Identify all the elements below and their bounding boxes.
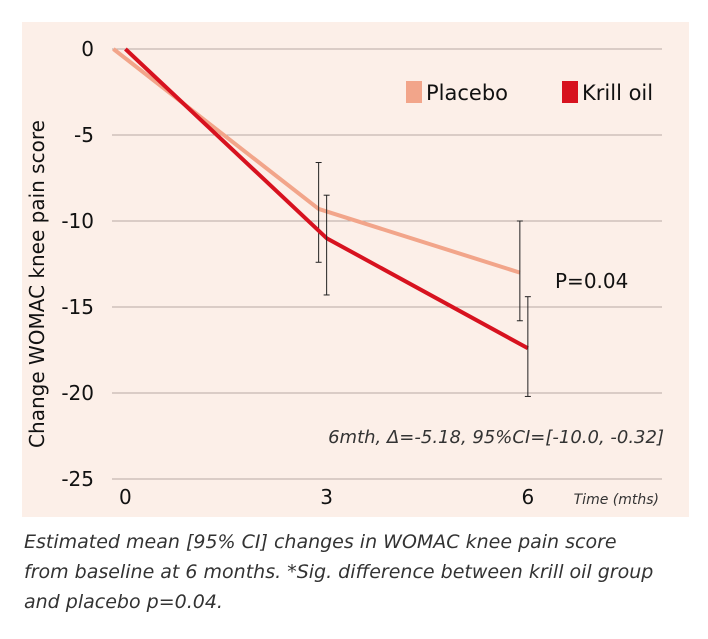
legend-swatch-placebo [406,81,422,103]
stat-annotation: 6mth, Δ=-5.18, 95%CI=[-10.0, -0.32] [328,427,664,448]
figure-caption: Estimated mean [95% CI] changes in WOMAC… [24,531,654,613]
x-tick-label: 3 [320,485,333,509]
legend-label-krill-oil: Krill oil [582,81,653,105]
y-tick-label: -10 [61,209,94,233]
x-tick-label: 0 [119,485,132,509]
x-tick-label: 6 [521,485,534,509]
legend-swatch-krill-oil [562,81,578,103]
y-axis-title: Change WOMAC knee pain score [25,120,49,448]
chart-panel: 0 -5 -10 -15 -20 -25 0 3 6 Time (mths) Change WOMA… [22,22,689,517]
womac-line-chart: 0 -5 -10 -15 -20 -25 0 3 6 Time (mths) Change WOMA… [25,37,664,509]
x-axis-unit-label: Time (mths) [574,492,659,508]
y-tick-label: -20 [61,381,94,405]
legend-label-placebo: Placebo [426,81,508,105]
p-value-annotation: P=0.04 [555,269,628,293]
y-tick-label: -5 [74,123,94,147]
y-tick-label: -25 [61,467,94,491]
y-tick-label: 0 [81,37,94,61]
y-tick-label: -15 [61,295,94,319]
